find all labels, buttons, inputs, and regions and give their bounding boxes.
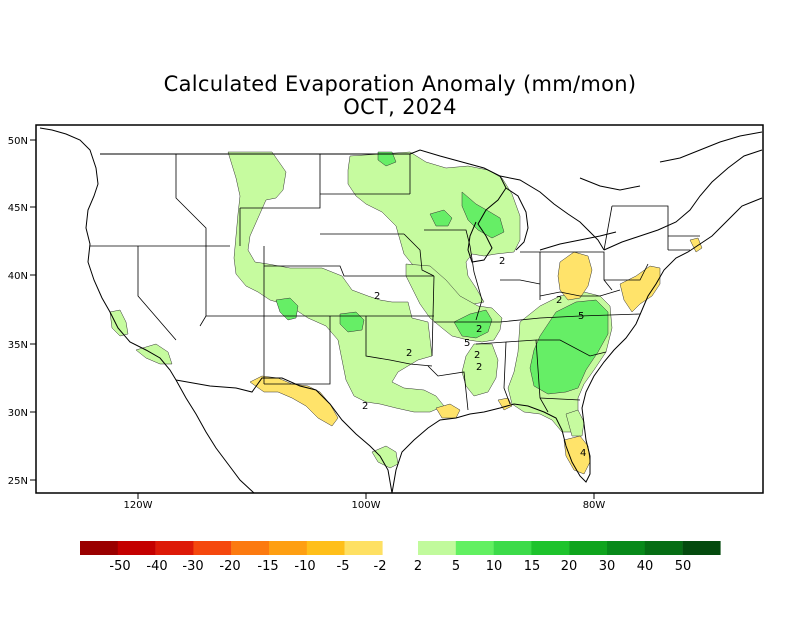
- contour-label: 2: [476, 362, 482, 373]
- legend-label: -2: [374, 559, 387, 574]
- legend-label: -15: [257, 559, 278, 574]
- legend-label: -10: [294, 559, 315, 574]
- contour-labels: 2 2 2 2 2 2 2 5 5 2 4: [362, 256, 586, 459]
- lat-label: 30N: [8, 408, 28, 419]
- legend-swatch: [569, 541, 608, 555]
- legend-swatch: [306, 541, 345, 555]
- legend-swatch: [418, 541, 456, 555]
- legend-label: 30: [599, 559, 616, 574]
- legend-swatch: [531, 541, 570, 555]
- contour-label: 4: [580, 448, 586, 459]
- contour-label: 2: [374, 291, 380, 302]
- legend-label: -5: [337, 559, 350, 574]
- legend-label: -40: [146, 559, 167, 574]
- map-frame: [35, 124, 764, 494]
- legend-swatch: [455, 541, 494, 555]
- legend-label: 15: [524, 559, 541, 574]
- lat-label: 45N: [8, 203, 28, 214]
- contour-label: 2: [362, 401, 368, 412]
- legend-label: -50: [109, 559, 130, 574]
- longitude-axis: 120W 100W 80W: [124, 493, 606, 511]
- map-subtitle: OCT, 2024: [343, 95, 457, 119]
- state-boundaries: [90, 154, 700, 413]
- legend-swatch: [80, 541, 118, 555]
- legend-swatch: [231, 541, 270, 555]
- legend-swatch: [269, 541, 307, 555]
- legend-label: -20: [219, 559, 240, 574]
- legend-swatch: [682, 541, 721, 555]
- color-legend: -50 -40 -30 -20 -15 -10 -5 -2 2 5 10 15 …: [80, 541, 721, 574]
- lon-label: 100W: [352, 500, 381, 511]
- legend-label: -30: [182, 559, 203, 574]
- contour-label: 2: [556, 295, 562, 306]
- legend-negative-swatches: [80, 541, 383, 555]
- legend-swatch: [493, 541, 532, 555]
- contour-label: 5: [578, 311, 584, 322]
- legend-label: 40: [637, 559, 654, 574]
- legend-swatch: [644, 541, 683, 555]
- contour-label: 5: [464, 338, 470, 349]
- legend-swatch: [607, 541, 645, 555]
- legend-label: 5: [452, 559, 460, 574]
- lat-label: 25N: [8, 476, 28, 487]
- contour-label: 2: [476, 324, 482, 335]
- coastlines: [39, 127, 763, 494]
- contour-label: 2: [406, 348, 412, 359]
- lat-label: 35N: [8, 340, 28, 351]
- legend-swatch: [155, 541, 194, 555]
- legend-swatch: [344, 541, 383, 555]
- legend-label: 10: [486, 559, 503, 574]
- lat-label: 40N: [8, 271, 28, 282]
- contour-label: 2: [474, 350, 480, 361]
- legend-label: 2: [414, 559, 422, 574]
- lon-label: 80W: [583, 500, 606, 511]
- map-title: Calculated Evaporation Anomaly (mm/mon): [163, 72, 637, 96]
- legend-positive-swatches: [418, 541, 721, 555]
- latitude-axis: 50N 45N 40N 35N 30N 25N: [8, 136, 36, 487]
- legend-swatch: [193, 541, 232, 555]
- legend-label: 20: [561, 559, 578, 574]
- lat-label: 50N: [8, 136, 28, 147]
- contour-label: 2: [499, 256, 505, 267]
- legend-swatch: [117, 541, 156, 555]
- strong-positive-anomaly-fills: [275, 151, 609, 395]
- legend-label: 50: [675, 559, 692, 574]
- negative-anomaly-fills: [249, 237, 703, 475]
- lon-label: 120W: [124, 500, 153, 511]
